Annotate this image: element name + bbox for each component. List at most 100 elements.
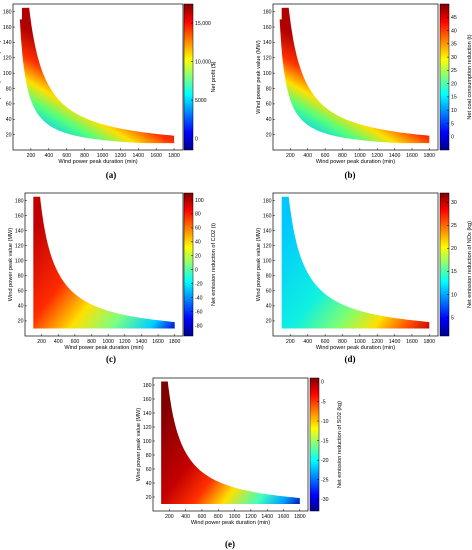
panel-caption: (c): [106, 354, 116, 364]
panel-b: 200 400 600 800 1000 1200 1400 1600 180020406080…: [256, 3, 472, 180]
x-tick-label: 600: [71, 339, 80, 345]
x-tick-label: 400: [303, 339, 312, 345]
x-tick-label: 1800: [294, 514, 306, 520]
y-tick-label: 100: [263, 259, 272, 265]
y-tick-label: 60: [146, 467, 152, 473]
y-tick-label: 120: [263, 243, 272, 249]
y-tick-label: 100: [263, 71, 272, 77]
colorbar: [439, 3, 450, 151]
x-tick-label: 200: [286, 339, 295, 345]
y-axis-label: Wind power peak value (MW): [8, 228, 14, 302]
y-tick-label: 180: [263, 9, 272, 15]
x-axis-label: Wind power peak duration (min): [316, 345, 395, 351]
y-axis-label: Wind power peak value (MW): [136, 408, 142, 482]
colorbar-tick-label: 100: [195, 198, 204, 204]
x-tick-label: 1400: [389, 339, 401, 345]
colorbar-tick-label: 25: [451, 68, 457, 74]
x-tick-label: 800: [214, 514, 223, 520]
colorbar: [309, 377, 320, 512]
x-tick-label: 1200: [371, 153, 383, 159]
x-tick-label: 1400: [261, 514, 273, 520]
x-tick-label: 800: [80, 153, 89, 159]
y-tick-label: 80: [6, 86, 12, 92]
panel-caption: (e): [225, 539, 235, 549]
y-tick-label: 120: [263, 56, 272, 62]
x-tick-label: 1600: [406, 339, 418, 345]
colorbar-tick-label: 10: [451, 292, 457, 298]
x-tick-label: 600: [321, 339, 330, 345]
colorbar-tick-label: 15,000: [195, 21, 211, 27]
colorbar-tick-label: 0: [195, 268, 198, 274]
x-tick-label: 1400: [389, 153, 401, 159]
x-tick-label: 1000: [354, 339, 366, 345]
y-tick-label: 120: [143, 425, 152, 431]
x-tick-label: 1800: [424, 339, 436, 345]
colorbar-tick-label: -25: [321, 478, 329, 484]
y-tick-label: 40: [18, 304, 24, 310]
y-tick-label: 160: [143, 397, 152, 403]
colorbar-tick-label: 20: [195, 254, 201, 260]
colorbar-tick-label: 10: [451, 108, 457, 114]
x-tick-label: 1200: [119, 339, 131, 345]
colorbar-tick-label: -5: [321, 399, 326, 405]
y-tick-label: 140: [15, 228, 24, 234]
plot-frame: [12, 3, 184, 151]
y-tick-label: 20: [6, 132, 12, 138]
colorbar-label: Net emission reduction of NOx (kg): [467, 221, 472, 308]
x-tick-label: 400: [44, 153, 53, 159]
colorbar-tick-label: 20: [451, 81, 457, 87]
x-tick-label: 1000: [97, 153, 109, 159]
colorbar-tick-label: 30: [451, 55, 457, 61]
panel-c: 200 400 600 800 1000 1200 1400 1600 180020406080…: [8, 192, 217, 364]
y-tick-label: 100: [15, 259, 24, 265]
x-tick-label: 1600: [150, 153, 162, 159]
y-tick-label: 20: [18, 319, 24, 325]
colorbar-tick-label: 20: [451, 246, 457, 252]
colorbar-label: Net emission reduction of SO2 (kg): [337, 401, 343, 488]
x-tick-label: 1000: [229, 514, 241, 520]
colorbar-tick-label: 30: [451, 200, 457, 206]
colorbar-tick-label: -20: [195, 281, 203, 287]
colorbar-tick-label: 80: [195, 212, 201, 218]
y-tick-label: 60: [6, 102, 12, 108]
heatmap-region: [279, 7, 430, 144]
y-tick-label: 20: [266, 319, 272, 325]
colorbar-tick-label: 35: [451, 42, 457, 48]
x-tick-label: 1400: [132, 153, 144, 159]
colorbar-tick-label: -40: [195, 295, 203, 301]
plot-frame: [272, 3, 439, 151]
y-tick-label: 180: [3, 9, 12, 15]
plot-frame: [272, 192, 439, 337]
panel-caption: (b): [345, 170, 356, 180]
x-tick-label: 600: [62, 153, 71, 159]
plot-frame: [24, 192, 184, 337]
colorbar-tick-label: -20: [321, 458, 329, 464]
colorbar-label: Net profit ($): [211, 61, 217, 92]
colorbar-tick-label: 15: [451, 269, 457, 275]
colorbar-tick-label: 0: [451, 135, 454, 141]
y-tick-label: 160: [263, 25, 272, 31]
colorbar-tick-label: 0: [195, 136, 198, 142]
y-tick-label: 180: [263, 198, 272, 204]
y-tick-label: 40: [266, 117, 272, 123]
y-tick-label: 80: [266, 86, 272, 92]
plot-frame: [152, 377, 309, 512]
y-tick-label: 80: [266, 274, 272, 280]
x-axis-label: Wind power peak duration (min): [316, 159, 395, 165]
colorbar-tick-label: -80: [195, 323, 203, 329]
y-tick-label: 160: [15, 213, 24, 219]
heatmap-region: [161, 381, 300, 504]
colorbar-label: Net coal consumption reduction (t): [467, 34, 472, 119]
x-tick-label: 1600: [406, 153, 418, 159]
colorbar: [183, 3, 194, 151]
x-tick-label: 200: [37, 339, 46, 345]
y-tick-label: 80: [18, 274, 24, 280]
x-tick-label: 1600: [152, 339, 164, 345]
y-tick-label: 100: [3, 71, 12, 77]
x-tick-label: 1200: [115, 153, 127, 159]
x-tick-label: 800: [338, 153, 347, 159]
panel-d: 200 400 600 800 1000 1200 1400 1600 1800 20 40 60 80…: [256, 192, 472, 364]
y-tick-label: 120: [3, 56, 12, 62]
x-tick-label: 400: [54, 339, 63, 345]
